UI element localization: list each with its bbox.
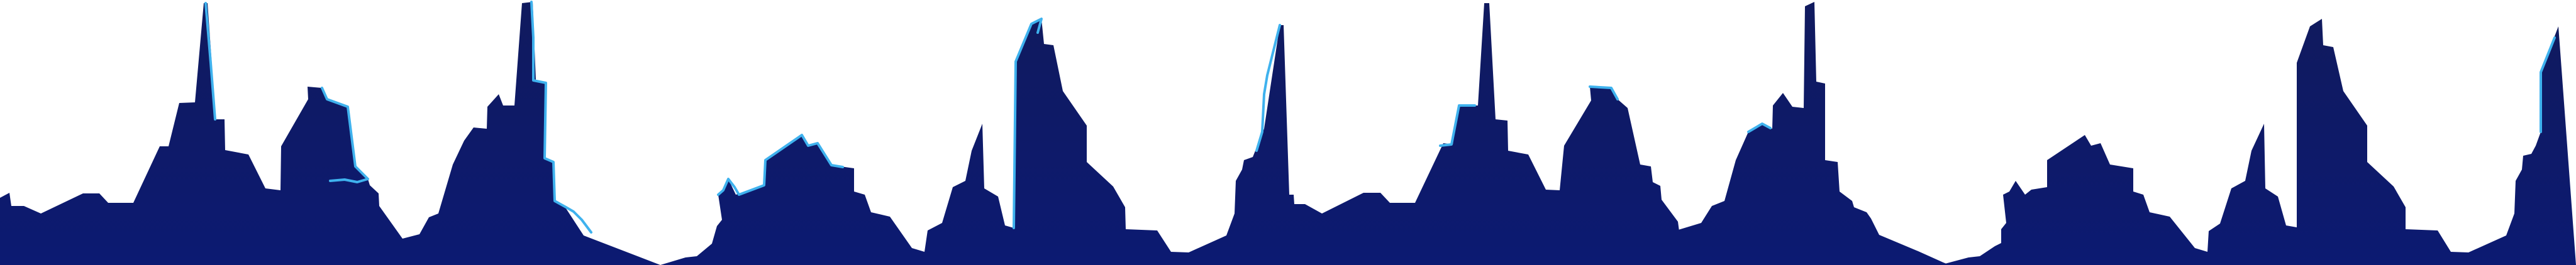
highlight-tower-2 [530,1,592,234]
highlight-tower-3 [1439,104,1476,147]
highlight-spire-left [204,2,216,121]
highlight-tower-5 [1747,122,1772,133]
edge-highlights [204,1,2556,234]
highlight-tower-left [321,87,369,183]
city-block-2 [660,3,1687,265]
highlight-spire-right [2540,36,2556,133]
city-block-3 [1673,2,1950,265]
highlight-spire-mid [1013,18,1043,229]
city-block-1 [0,2,660,265]
highlight-dome-cluster [717,134,844,196]
skyline-right-half [1673,2,2576,265]
highlight-spire-mid-2 [1255,24,1281,152]
city-block-4 [1940,19,2576,265]
skyline-left-half [0,2,1687,265]
highlight-tower-4 [1589,85,1619,100]
